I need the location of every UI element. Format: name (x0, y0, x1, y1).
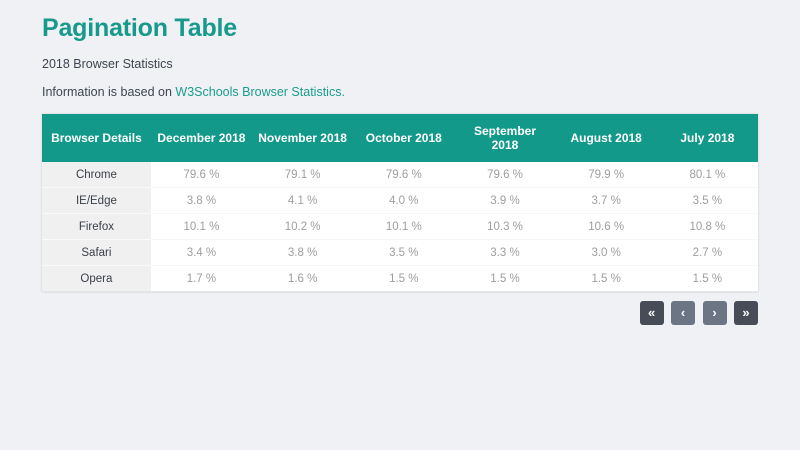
value-cell: 10.1 % (353, 213, 455, 240)
value-cell: 4.1 % (252, 187, 354, 214)
value-cell: 10.3 % (454, 213, 556, 240)
value-cell: 79.9 % (555, 162, 657, 188)
table-row-chrome: Chrome 79.6 % 79.1 % 79.6 % 79.6 % 79.9 … (42, 162, 758, 188)
browser-name-cell: IE/Edge (42, 187, 151, 214)
value-cell: 79.6 % (353, 162, 455, 188)
table-subtitle: 2018 Browser Statistics (42, 57, 173, 71)
value-cell: 3.9 % (454, 187, 556, 214)
table-row-safari: Safari 3.4 % 3.8 % 3.5 % 3.3 % 3.0 % 2.7… (42, 239, 758, 266)
column-header-december-2018: December 2018 (150, 114, 253, 162)
browser-name-cell: Firefox (42, 213, 151, 240)
value-cell: 10.6 % (555, 213, 657, 240)
value-cell: 3.8 % (252, 239, 354, 266)
value-cell: 1.5 % (555, 265, 657, 292)
first-page-button[interactable]: « (639, 301, 664, 325)
value-cell: 3.4 % (150, 239, 253, 266)
column-header-november-2018: November 2018 (252, 114, 354, 162)
column-header-august-2018: August 2018 (555, 114, 657, 162)
table-body: Chrome 79.6 % 79.1 % 79.6 % 79.6 % 79.9 … (42, 162, 758, 292)
value-cell: 4.0 % (353, 187, 455, 214)
value-cell: 1.7 % (150, 265, 253, 292)
browser-statistics-table: Browser Details December 2018 November 2… (42, 114, 758, 292)
value-cell: 1.5 % (353, 265, 455, 292)
value-cell: 79.6 % (454, 162, 556, 188)
value-cell: 3.5 % (656, 187, 758, 214)
value-cell: 1.5 % (454, 265, 556, 292)
value-cell: 80.1 % (656, 162, 758, 188)
value-cell: 2.7 % (656, 239, 758, 266)
table-header-row: Browser Details December 2018 November 2… (42, 114, 758, 162)
value-cell: 3.5 % (353, 239, 455, 266)
column-header-october-2018: October 2018 (353, 114, 455, 162)
value-cell: 10.1 % (150, 213, 253, 240)
column-header-july-2018: July 2018 (656, 114, 758, 162)
value-cell: 10.8 % (656, 213, 758, 240)
browser-name-cell: Safari (42, 239, 151, 266)
info-line: Information is based on W3Schools Browse… (42, 85, 758, 99)
w3schools-statistics-link[interactable]: W3Schools Browser Statistics. (175, 85, 345, 99)
table-row-firefox: Firefox 10.1 % 10.2 % 10.1 % 10.3 % 10.6… (42, 213, 758, 240)
browser-name-cell: Chrome (42, 162, 151, 188)
last-page-button[interactable]: » (734, 301, 758, 325)
info-prefix: Information is based on (42, 85, 176, 99)
table-header: Browser Details December 2018 November 2… (42, 114, 758, 162)
pagination-controls: « ‹ › » (42, 301, 758, 325)
value-cell: 1.5 % (656, 265, 758, 292)
next-page-button[interactable]: › (702, 301, 727, 325)
value-cell: 10.2 % (252, 213, 354, 240)
value-cell: 1.6 % (252, 265, 354, 292)
value-cell: 79.6 % (150, 162, 253, 188)
browser-name-cell: Opera (42, 265, 151, 292)
value-cell: 3.0 % (555, 239, 657, 266)
column-header-browser-details: Browser Details (42, 114, 151, 162)
table-row-ie-edge: IE/Edge 3.8 % 4.1 % 4.0 % 3.9 % 3.7 % 3.… (42, 187, 758, 214)
value-cell: 3.3 % (454, 239, 556, 266)
column-header-september-2018: September 2018 (454, 114, 556, 162)
previous-page-button[interactable]: ‹ (671, 301, 696, 325)
page-title: Pagination Table (42, 14, 237, 42)
value-cell: 3.7 % (555, 187, 657, 214)
table-row-opera: Opera 1.7 % 1.6 % 1.5 % 1.5 % 1.5 % 1.5 … (42, 265, 758, 292)
value-cell: 3.8 % (150, 187, 253, 214)
value-cell: 79.1 % (252, 162, 354, 188)
page-container: Pagination Table 2018 Browser Statistics… (42, 14, 758, 325)
